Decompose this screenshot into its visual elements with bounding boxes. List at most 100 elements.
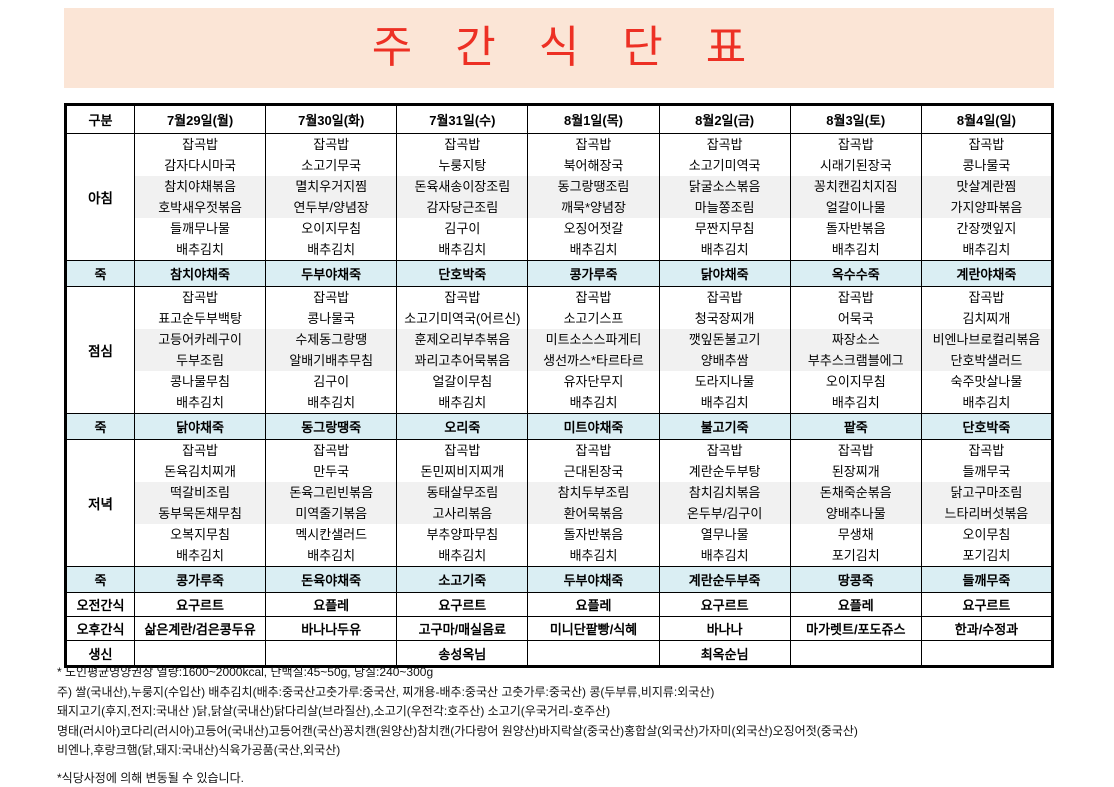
meal-item: 동부묵돈채무침: [135, 503, 266, 524]
meal-item: 배추김치: [962, 242, 1011, 257]
meal-item: 콩나물무침: [170, 374, 230, 389]
column-header-day-6: 8월3일(토): [789, 104, 922, 134]
lunch-label: 점심: [65, 286, 135, 414]
meal-item: 얼갈이나물: [790, 197, 921, 218]
meal-item: 단호박샐러드: [921, 350, 1051, 371]
lunch-cell-day-2: 잡곡밥 콩나물국 수제동그랑땡 알배기배추무침 김구이 배추김치: [265, 286, 398, 414]
porridge-1-cell-day-2: 두부야채죽: [265, 260, 398, 287]
meal-item: 돌자반볶음: [825, 221, 886, 236]
meal-item: 청국장찌개: [694, 311, 755, 326]
meal-item: 환어묵볶음: [528, 503, 659, 524]
column-header-category: 구분: [65, 104, 135, 134]
meal-item: 배추김치: [307, 395, 356, 410]
dinner-cell-day-5: 잡곡밥 계란순두부탕 참치김치볶음 온두부/김구이 열무나물 배추김치: [658, 439, 791, 567]
meal-item: 열무나물: [700, 527, 749, 542]
porridge-2-cell-day-1: 닭야채죽: [133, 413, 267, 440]
morning-snack-row: 오전간식 요구르트 요플레 요구르트 요플레 요구르트 요플레 요구르트: [65, 592, 1054, 617]
lunch-row: 점심 잡곡밥 표고순두부백탕 고등어카레구이 두부조림 콩나물무침 배추김치 잡곡밥 콩나물국 수…: [65, 286, 1054, 414]
porridge-3-cell-day-3: 소고기죽: [396, 566, 529, 593]
afternoon-snack-cell-day-1: 삶은계란/검은콩두유: [133, 616, 267, 641]
meal-item: 잡곡밥: [313, 290, 350, 305]
meal-item: 배추김치: [962, 395, 1011, 410]
meal-item: 알배기배추무침: [266, 350, 397, 371]
meal-item: 잡곡밥: [968, 290, 1005, 305]
porridge-2-label: 죽: [65, 413, 135, 440]
meal-item: 고등어카레구이: [135, 329, 266, 350]
meal-item: 김구이: [313, 374, 350, 389]
birthday-cell-day-1: [133, 640, 267, 667]
dinner-cell-day-7: 잡곡밥 들깨무국 닭고구마조림 느타리버섯볶음 오이무침 포기김치: [920, 439, 1054, 567]
meal-item: 잡곡밥: [313, 443, 350, 458]
birthday-cell-day-7: [920, 640, 1054, 667]
meal-item: 오징어젓갈: [563, 221, 624, 236]
afternoon-snack-cell-day-7: 한과/수정과: [920, 616, 1054, 641]
breakfast-cell-day-3: 잡곡밥 누룽지탕 돈육새송이장조림 감자당근조림 김구이 배추김치: [396, 133, 529, 261]
dinner-cell-day-1: 잡곡밥 돈육김치찌개 떡갈비조림 동부묵돈채무침 오복지무침 배추김치: [133, 439, 267, 567]
meal-item: 무생채: [837, 527, 874, 542]
meal-item: 콩나물국: [307, 311, 356, 326]
meal-item: 호박새우젓볶음: [135, 197, 266, 218]
meal-item: 짜장소스: [790, 329, 921, 350]
dinner-cell-day-2: 잡곡밥 만두국 돈육그린빈볶음 미역줄기볶음 멕시칸샐러드 배추김치: [265, 439, 398, 567]
dinner-cell-day-4: 잡곡밥 근대된장국 참치두부조림 환어묵볶음 돌자반볶음 배추김치: [527, 439, 660, 567]
meal-item: 부추스크램블에그: [790, 350, 921, 371]
birthday-cell-day-4: [527, 640, 660, 667]
breakfast-cell-day-2: 잡곡밥 소고기무국 멸치우거지찜 연두부/양념장 오이지무침 배추김치: [265, 133, 398, 261]
meal-item: 닭굴소스볶음: [659, 176, 790, 197]
afternoon-snack-row: 오후간식 삶은계란/검은콩두유 바나나두유 고구마/매실음료 미니단팥빵/식혜 바나나 마가…: [65, 616, 1054, 641]
meal-item: 잡곡밥: [837, 290, 874, 305]
porridge-3-cell-day-7: 들깨무죽: [920, 566, 1054, 593]
meal-item: 감자당근조림: [397, 197, 528, 218]
column-header-day-5: 8월2일(금): [658, 104, 791, 134]
meal-item: 소고기미역국: [688, 158, 761, 173]
meal-item: 도라지나물: [694, 374, 755, 389]
meal-item: 된장찌개: [831, 464, 880, 479]
morning-snack-cell-day-6: 요플레: [789, 592, 922, 617]
meal-item: 북어해장국: [563, 158, 624, 173]
footer-note-line-1: * 노인평균영양권장 열량:1600~2000kcal, 단백질:45~50g,…: [57, 665, 434, 679]
meal-item: 들깨무나물: [170, 221, 230, 236]
meal-item: 계란순두부탕: [688, 464, 761, 479]
meal-item: 깨묵*양념장: [528, 197, 659, 218]
meal-item: 배추김치: [569, 395, 618, 410]
meal-item: 포기김치: [962, 548, 1011, 563]
meal-item: 만두국: [313, 464, 350, 479]
meal-item: 잡곡밥: [706, 137, 743, 152]
porridge-3-cell-day-2: 돈육야채죽: [265, 566, 398, 593]
meal-item: 온두부/김구이: [659, 503, 790, 524]
meal-item: 비엔나브로컬리볶음: [921, 329, 1051, 350]
meal-item: 잡곡밥: [182, 443, 219, 458]
footer-note-line-6: *식당사정에 의해 변동될 수 있습니다.: [57, 770, 244, 785]
meal-item: 배추김치: [307, 242, 356, 257]
meal-item: 부추양파무침: [426, 527, 499, 542]
footer-notes: * 노인평균영양권장 열량:1600~2000kcal, 단백질:45~50g,…: [57, 663, 858, 787]
meal-item: 훈제오리부추볶음: [397, 329, 528, 350]
afternoon-snack-label: 오후간식: [65, 616, 135, 641]
meal-item: 소고기스프: [563, 311, 624, 326]
meal-item: 연두부/양념장: [266, 197, 397, 218]
meal-item: 두부조림: [135, 350, 266, 371]
meal-item: 오이무침: [962, 527, 1011, 542]
birthday-cell-day-6: [789, 640, 922, 667]
afternoon-snack-cell-day-2: 바나나두유: [265, 616, 398, 641]
dinner-cell-day-3: 잡곡밥 돈민찌비지찌개 동태살무조림 고사리볶음 부추양파무침 배추김치: [396, 439, 529, 567]
dinner-cell-day-6: 잡곡밥 된장찌개 돈채죽순볶음 양배추나물 무생채 포기김치: [789, 439, 922, 567]
meal-item: 돈채죽순볶음: [790, 482, 921, 503]
morning-snack-cell-day-5: 요구르트: [658, 592, 791, 617]
porridge-1-cell-day-6: 옥수수죽: [789, 260, 922, 287]
meal-item: 소고기미역국(어르신): [404, 311, 521, 326]
meal-item: 마늘쫑조림: [659, 197, 790, 218]
meal-item: 잡곡밥: [182, 290, 219, 305]
afternoon-snack-cell-day-4: 미니단팥빵/식혜: [527, 616, 660, 641]
meal-item: 배추김치: [569, 242, 618, 257]
meal-item: 가지양파볶음: [921, 197, 1051, 218]
meal-item: 미트소스스파게티: [528, 329, 659, 350]
breakfast-cell-day-6: 잡곡밥 시래기된장국 꽁치캔김치지짐 얼갈이나물 돌자반볶음 배추김치: [789, 133, 922, 261]
meal-item: 잡곡밥: [968, 443, 1005, 458]
meal-item: 닭고구마조림: [921, 482, 1051, 503]
meal-item: 배추김치: [831, 395, 880, 410]
meal-item: 돈육새송이장조림: [397, 176, 528, 197]
meal-item: 오이지무침: [825, 374, 886, 389]
meal-item: 꽁치캔김치지짐: [790, 176, 921, 197]
meal-item: 맛살계란찜: [921, 176, 1051, 197]
